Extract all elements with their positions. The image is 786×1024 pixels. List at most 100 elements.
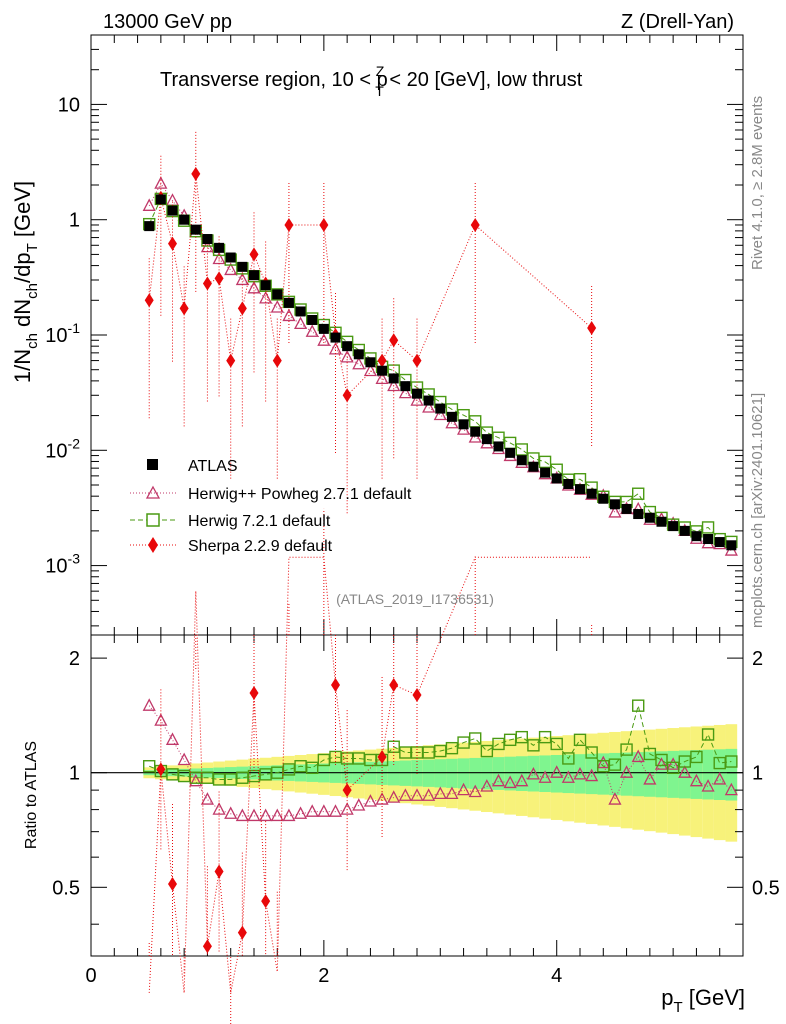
- ratio-point-1: [620, 743, 633, 756]
- data-point-atlas: [412, 388, 422, 399]
- ratio-band-green: [457, 758, 470, 789]
- data-point-0: [317, 333, 331, 346]
- data-point-atlas: [714, 537, 725, 548]
- ratio-point-1: [562, 752, 575, 765]
- ratio-point-0: [212, 802, 226, 815]
- legend-label-sherpa: Sherpa 2.2.9 default: [188, 538, 333, 555]
- ratio-point-0: [526, 766, 541, 780]
- ratio-point-0: [305, 804, 319, 817]
- legend-label-herwig7: Herwig 7.2.1 default: [188, 513, 331, 530]
- ratio-band-green: [492, 757, 505, 790]
- ratio-y-tick-label-right: 0.5: [752, 877, 780, 899]
- plot-title: Transverse region, 10 < pZ T < 20 [GeV], …: [160, 63, 583, 99]
- ratio-point-2: [377, 749, 387, 764]
- ratio-point-0: [282, 808, 296, 822]
- data-point-atlas: [458, 419, 469, 430]
- ratio-band-green: [609, 752, 621, 796]
- ratio-point-1: [480, 744, 494, 758]
- data-point-atlas: [179, 214, 190, 225]
- ratio-band-green: [585, 753, 598, 795]
- data-point-2: [377, 353, 387, 368]
- data-point-0: [142, 198, 156, 211]
- data-point-atlas: [272, 289, 283, 300]
- ratio-point-0: [293, 806, 308, 819]
- data-point-2: [226, 353, 236, 368]
- ratio-axes: 0 2 4 2 2 1 1 0.5 0.5: [52, 635, 780, 987]
- side-text-mcplots: mcplots.cern.ch [arXiv:2401.10621]: [749, 393, 766, 628]
- ratio-point-0: [701, 779, 715, 792]
- ratio-point-0: [328, 804, 343, 817]
- ratio-point-2: [261, 894, 271, 909]
- data-point-atlas: [237, 261, 248, 272]
- ratio-point-1: [538, 730, 552, 744]
- data-point-atlas: [365, 357, 376, 368]
- ratio-line-1: [149, 705, 732, 780]
- data-point-0: [445, 415, 459, 429]
- ratio-point-0: [387, 790, 401, 803]
- data-point-0: [375, 371, 389, 385]
- data-point-0: [433, 407, 447, 421]
- data-point-2: [342, 388, 352, 403]
- ratio-point-0: [654, 757, 669, 770]
- data-point-atlas: [388, 373, 399, 384]
- reference-label: (ATLAS_2019_I1736531): [336, 591, 494, 607]
- ratio-point-0: [643, 772, 657, 785]
- data-point-0: [468, 430, 482, 443]
- data-point-1: [515, 443, 528, 456]
- data-point-atlas: [644, 512, 655, 523]
- ratio-point-0: [235, 808, 249, 822]
- data-point-atlas: [703, 534, 714, 545]
- legend-marker-herwig7: [146, 513, 160, 527]
- ratio-band-green: [481, 757, 493, 790]
- ratio-point-0: [177, 752, 191, 766]
- data-point-atlas: [144, 221, 155, 232]
- data-point-0: [608, 505, 622, 518]
- ratio-band-green: [562, 754, 575, 794]
- ratio-point-0: [352, 798, 366, 811]
- ratio-y-tick-label-right: 2: [752, 648, 763, 670]
- ratio-point-0: [585, 768, 599, 782]
- header-right: Z (Drell-Yan): [621, 11, 734, 33]
- ratio-band-green: [632, 752, 645, 797]
- ratio-point-0: [515, 773, 529, 787]
- ratio-point-1: [666, 761, 680, 775]
- ratio-band-green: [667, 750, 679, 798]
- ratio-point-0: [608, 792, 622, 805]
- legend-marker-herwigpp: [145, 485, 161, 499]
- ratio-point-0: [445, 786, 459, 799]
- data-point-2: [168, 236, 177, 251]
- ratio-point-0: [422, 788, 436, 801]
- data-point-atlas: [679, 525, 690, 536]
- data-point-atlas: [598, 493, 609, 504]
- ratio-point-0: [550, 765, 564, 778]
- ratio-point-0: [224, 806, 238, 819]
- data-point-2: [284, 217, 294, 232]
- data-point-0: [363, 363, 378, 377]
- ratio-point-0: [503, 775, 517, 789]
- ratio-point-2: [168, 877, 177, 892]
- data-point-0: [410, 393, 424, 406]
- ratio-point-1: [550, 737, 563, 751]
- ratio-point-1: [306, 761, 319, 775]
- x-axis-label: pT [GeV]: [661, 985, 745, 1016]
- ratio-point-1: [701, 728, 715, 741]
- data-point-atlas: [586, 488, 597, 499]
- data-point-0: [352, 356, 366, 370]
- side-text-rivet: Rivet 4.1.0, ≥ 2.8M events: [749, 96, 766, 270]
- data-point-1: [271, 288, 284, 301]
- legend-marker-atlas: [147, 459, 158, 470]
- ratio-point-0: [165, 732, 180, 745]
- ratio-point-1: [690, 750, 703, 764]
- ratio-point-1: [515, 730, 528, 744]
- ratio-band-green: [655, 751, 668, 798]
- data-point-atlas: [505, 447, 516, 458]
- data-point-atlas: [260, 280, 271, 291]
- series-line-2: [148, 173, 592, 397]
- data-point-0: [154, 176, 168, 189]
- data-point-0: [305, 324, 319, 337]
- ratio-point-1: [655, 753, 668, 767]
- ratio-point-0: [468, 784, 482, 798]
- data-point-atlas: [190, 224, 201, 235]
- data-point-1: [538, 455, 552, 469]
- data-point-0: [224, 262, 238, 276]
